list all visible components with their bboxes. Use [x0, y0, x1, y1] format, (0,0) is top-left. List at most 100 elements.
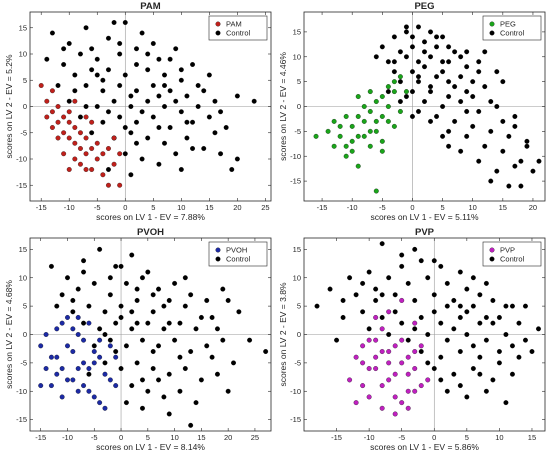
legend-box — [208, 15, 268, 41]
data-point — [61, 62, 67, 67]
data-point — [94, 140, 100, 146]
data-point — [91, 280, 97, 286]
data-point — [512, 123, 518, 129]
y-tick-label: -10 — [16, 155, 27, 164]
data-point — [483, 315, 489, 320]
x-tick-label: 25 — [251, 433, 259, 442]
data-point — [343, 143, 349, 149]
x-tick-label: 25 — [261, 203, 269, 212]
data-point — [416, 24, 421, 30]
y-tick-label: -15 — [290, 415, 301, 424]
data-point — [113, 320, 119, 326]
data-point — [66, 119, 72, 125]
data-point — [38, 83, 44, 88]
data-point — [516, 354, 522, 360]
data-point — [458, 74, 464, 80]
data-point — [503, 400, 509, 406]
data-point — [397, 109, 403, 114]
data-point — [392, 292, 398, 298]
data-point — [490, 377, 496, 383]
data-point — [107, 292, 113, 298]
legend-marker — [215, 256, 221, 262]
data-point — [190, 146, 195, 151]
data-point — [161, 394, 167, 400]
data-point — [470, 123, 476, 129]
data-point — [150, 366, 156, 372]
data-point — [464, 64, 470, 70]
data-point — [438, 263, 444, 269]
data-point — [399, 337, 405, 343]
data-point — [360, 343, 366, 349]
data-point — [405, 405, 411, 411]
data-point — [94, 56, 100, 62]
data-point — [428, 89, 433, 95]
data-point — [385, 104, 391, 109]
y-tick-label: 5 — [23, 76, 27, 85]
data-point — [195, 83, 201, 88]
chart-title: PAM — [140, 1, 160, 12]
data-point — [212, 130, 218, 136]
data-point — [111, 98, 117, 104]
data-point — [66, 41, 72, 46]
data-point — [263, 349, 269, 354]
data-point — [397, 79, 403, 85]
data-point — [410, 89, 415, 95]
data-point — [77, 130, 83, 136]
chart-title: PVOH — [137, 227, 164, 238]
data-point — [477, 371, 483, 377]
x-tick-label: -10 — [364, 433, 375, 442]
data-point — [490, 320, 496, 326]
data-point — [418, 349, 424, 354]
data-point — [482, 84, 488, 90]
data-point — [476, 109, 482, 114]
data-point — [373, 286, 379, 292]
data-point — [66, 109, 72, 115]
data-point — [75, 388, 81, 394]
data-point — [145, 98, 151, 104]
y-tick-label: 15 — [19, 23, 27, 32]
data-point — [49, 125, 55, 130]
data-point — [209, 315, 215, 320]
data-point — [410, 44, 415, 50]
data-point — [410, 34, 415, 40]
series-peg — [313, 74, 409, 194]
data-point — [391, 34, 397, 40]
data-point — [83, 114, 89, 120]
y-tick-label: -10 — [290, 387, 301, 396]
data-point — [379, 94, 385, 100]
data-point — [100, 172, 106, 178]
data-point — [440, 69, 446, 75]
data-point — [482, 143, 488, 149]
legend-marker — [215, 30, 221, 36]
data-point — [128, 104, 134, 109]
data-point — [204, 297, 210, 303]
data-point — [425, 377, 431, 383]
data-point — [117, 83, 123, 88]
data-point — [470, 79, 476, 85]
data-point — [391, 79, 397, 85]
y-tick-label: -5 — [20, 358, 27, 367]
data-point — [44, 56, 50, 62]
data-point — [373, 54, 379, 60]
data-point — [379, 315, 385, 320]
data-point — [353, 354, 359, 360]
legend-box — [208, 241, 268, 267]
y-tick-label: 0 — [23, 330, 27, 339]
data-point — [530, 168, 536, 174]
data-point — [54, 354, 60, 360]
data-point — [167, 88, 173, 94]
data-point — [43, 332, 49, 337]
data-point — [106, 182, 111, 188]
data-point — [446, 143, 452, 149]
data-point — [340, 297, 346, 303]
data-point — [446, 59, 452, 65]
data-point — [477, 320, 483, 326]
legend-box — [482, 15, 542, 41]
data-point — [86, 371, 92, 377]
data-point — [150, 41, 156, 46]
data-point — [529, 349, 535, 354]
data-point — [349, 148, 355, 154]
data-point — [360, 360, 366, 366]
y-tick-label: -5 — [294, 358, 301, 367]
